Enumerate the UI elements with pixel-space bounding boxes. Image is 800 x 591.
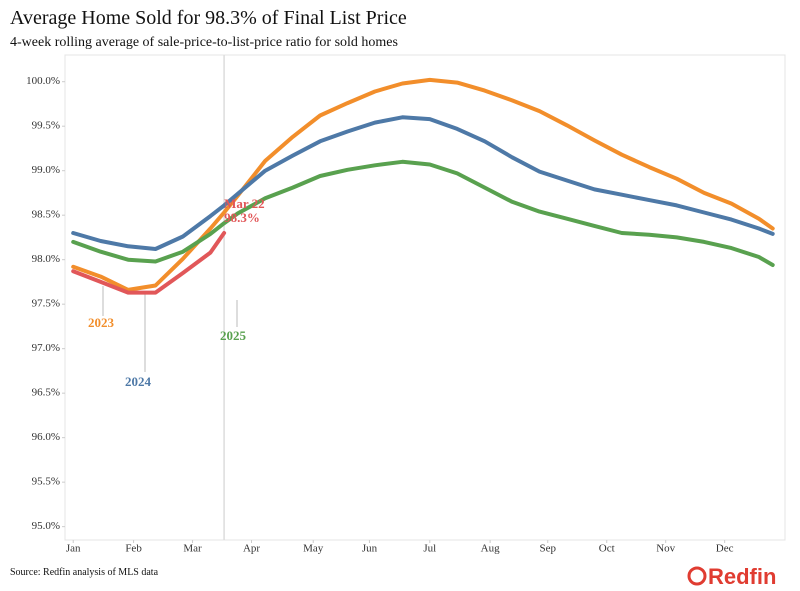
series-line <box>71 77 775 292</box>
chart-title: Average Home Sold for 98.3% of Final Lis… <box>10 7 407 29</box>
x-tick-label: Dec <box>716 543 734 555</box>
x-tick-label: Nov <box>656 543 675 555</box>
y-tick-label: 96.5% <box>32 387 60 399</box>
plot: 95.0% 95.5% 96.0% 96.5% 97.0% 97.5% 98.0% 98.5%… <box>26 55 775 555</box>
plot-frame <box>64 54 786 541</box>
y-tick-label: 95.5% <box>32 476 60 488</box>
annotation-text: Mar 22 <box>224 196 265 211</box>
y-tick-label: 99.5% <box>32 120 60 132</box>
x-tick-label: Aug <box>481 543 500 555</box>
y-tick-label: 98.5% <box>32 209 60 221</box>
chart-subtitle: 4-week rolling average of sale-price-to-… <box>10 35 398 50</box>
y-tick-label: 97.5% <box>32 298 60 310</box>
logo-icon <box>687 566 707 586</box>
annotation-text: 98.3% <box>224 210 260 225</box>
series-label: 2023 <box>88 315 115 330</box>
x-tick-label: Sep <box>539 543 556 555</box>
logo: Redfin <box>708 564 776 589</box>
source: Source: Redfin analysis of MLS data <box>10 567 159 578</box>
x-tick-label: Apr <box>243 543 260 555</box>
x-tick-label: May <box>303 543 324 555</box>
y-tick-label: 97.0% <box>32 342 60 354</box>
y-tick-label: 99.0% <box>32 164 60 176</box>
series-label: 2024 <box>125 374 152 389</box>
series-line <box>71 231 227 295</box>
x-tick-label: Jan <box>66 543 81 555</box>
x-tick-label: Feb <box>125 543 142 555</box>
y-tick-label: 95.0% <box>32 520 60 532</box>
series-line <box>71 115 775 251</box>
series-label: 2025 <box>220 328 247 343</box>
y-tick-label: 98.0% <box>32 253 60 265</box>
x-tick-label: Jul <box>423 543 436 555</box>
x-tick-label: Jun <box>362 543 378 555</box>
series-line <box>71 159 775 267</box>
y-tick-label: 96.0% <box>32 431 60 443</box>
x-tick-label: Oct <box>599 543 615 555</box>
y-tick-label: 100.0% <box>26 75 60 87</box>
x-tick-label: Mar <box>183 543 202 555</box>
